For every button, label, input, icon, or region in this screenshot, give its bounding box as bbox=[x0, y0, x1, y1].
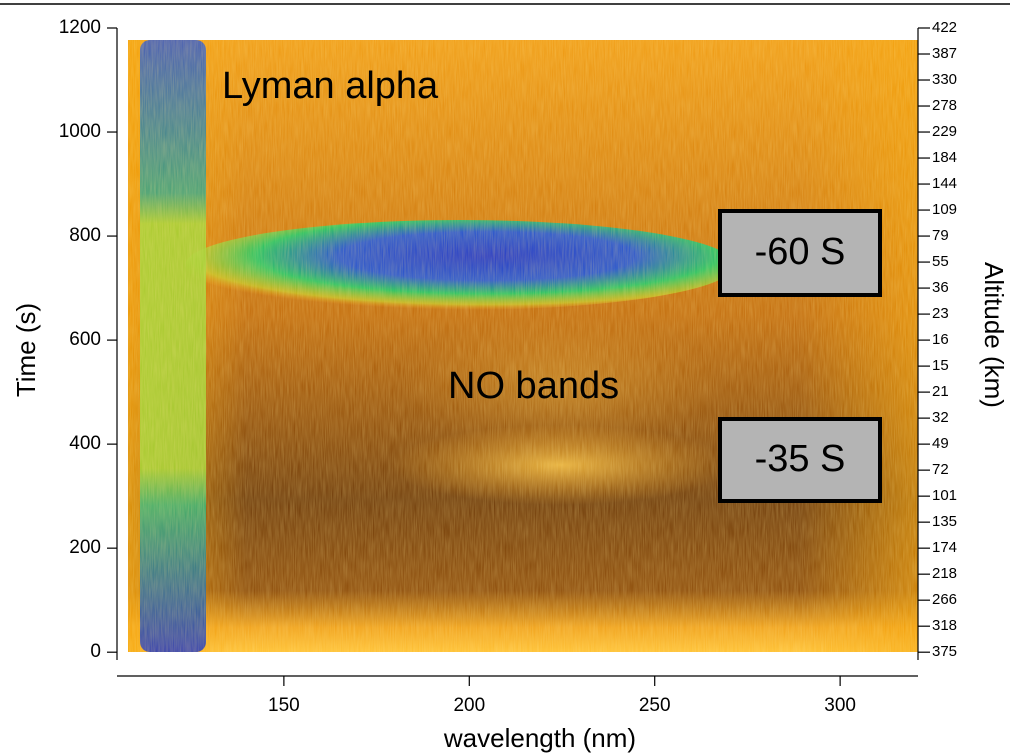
x-tick-label: 200 bbox=[453, 695, 485, 716]
y2-tick-label: 135 bbox=[932, 513, 957, 530]
y2-tick-label: 387 bbox=[932, 45, 957, 62]
annotation: Lyman alpha bbox=[222, 65, 439, 107]
y2-tick-label: 55 bbox=[932, 253, 949, 270]
y2-tick-label: 109 bbox=[932, 201, 957, 218]
y2-tick-label: 23 bbox=[932, 305, 949, 322]
y2-tick-label: 184 bbox=[932, 149, 957, 166]
heatmap-texture bbox=[128, 40, 918, 652]
y2-tick-label: 278 bbox=[932, 97, 957, 114]
y2-tick-label: 72 bbox=[932, 461, 949, 478]
y-tick-label: 1000 bbox=[59, 121, 101, 142]
x-axis-title: wavelength (nm) bbox=[443, 723, 636, 753]
y-tick-label: 800 bbox=[69, 225, 101, 246]
annotation: -60 S bbox=[755, 231, 846, 273]
y2-axis-title: Altitude (km) bbox=[979, 262, 1009, 408]
y-tick-label: 200 bbox=[69, 537, 101, 558]
y2-tick-label: 174 bbox=[932, 539, 957, 556]
annotation-box bbox=[718, 417, 882, 503]
y2-tick-label: 218 bbox=[932, 565, 957, 582]
y2-tick-label: 36 bbox=[932, 279, 949, 296]
y-tick-label: 400 bbox=[69, 433, 101, 454]
x-tick-label: 300 bbox=[824, 695, 856, 716]
y2-tick-label: 49 bbox=[932, 435, 949, 452]
y-axis-title: Time (s) bbox=[11, 303, 41, 397]
x-tick-label: 250 bbox=[639, 695, 671, 716]
y2-tick-label: 79 bbox=[932, 227, 949, 244]
y2-tick-label: 318 bbox=[932, 617, 957, 634]
y2-tick-label: 229 bbox=[932, 123, 957, 140]
x-tick-label: 150 bbox=[268, 695, 300, 716]
annotation: NO bands bbox=[448, 365, 619, 407]
y2-tick-label: 375 bbox=[932, 643, 957, 660]
y2-tick-label: 21 bbox=[932, 383, 949, 400]
annotation-box bbox=[718, 209, 882, 297]
y2-tick-label: 144 bbox=[932, 175, 957, 192]
y2-tick-label: 422 bbox=[932, 19, 957, 36]
y2-tick-label: 330 bbox=[932, 71, 957, 88]
y2-tick-label: 266 bbox=[932, 591, 957, 608]
y-tick-label: 0 bbox=[90, 641, 101, 662]
y2-tick-label: 101 bbox=[932, 487, 957, 504]
y-tick-label: 600 bbox=[69, 329, 101, 350]
y2-tick-label: 32 bbox=[932, 409, 949, 426]
y2-tick-label: 15 bbox=[932, 357, 949, 374]
heatmap-image bbox=[128, 40, 918, 652]
annotation: -35 S bbox=[755, 438, 846, 480]
y2-tick-label: 16 bbox=[932, 331, 949, 348]
y-tick-label: 1200 bbox=[59, 17, 101, 38]
